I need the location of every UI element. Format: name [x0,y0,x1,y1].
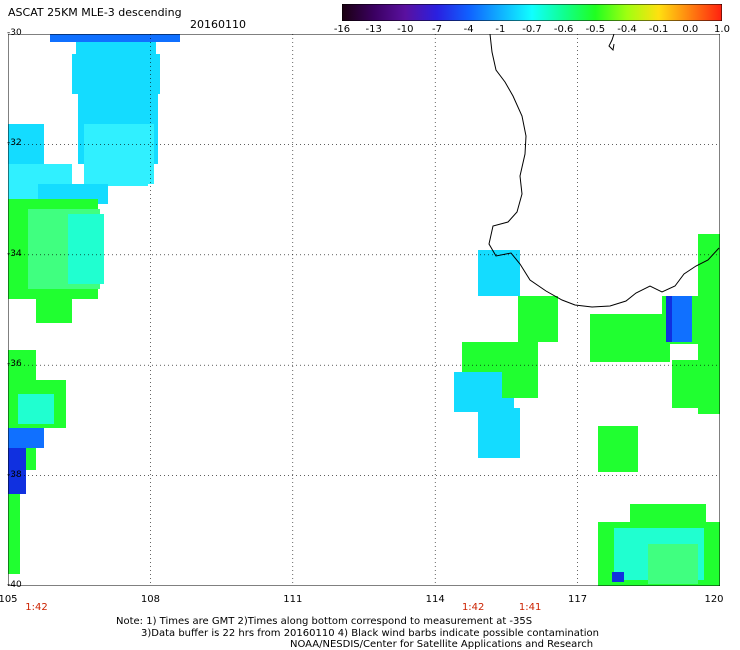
longitude-label: 105 [0,594,18,605]
wind-swath-cell [672,296,692,342]
colorbar-tick-label: -13 [365,24,382,35]
wind-swath-cell [36,299,72,323]
lat-lon-grid [8,34,720,586]
colorbar-tick-label: -0.1 [648,24,669,35]
colorbar [342,4,722,21]
wind-swath-cell [672,360,720,408]
wind-swath-cell [612,572,624,582]
wind-swath-cell [648,544,698,584]
wind-swath-cell [478,250,520,296]
wind-swath-cell [98,164,148,186]
note-line-2: 3)Data buffer is 22 hrs from 20160110 4)… [141,628,599,639]
wind-swath-cell [8,494,20,574]
colorbar-tick-label: -0.4 [617,24,637,35]
wind-swath-cell [478,408,520,458]
wind-swath-cell [8,428,44,448]
colorbar-tick-label: -0.6 [553,24,574,35]
map-panel [8,34,720,586]
colorbar-gradient [342,4,722,21]
longitude-label: 117 [568,594,588,605]
latitude-label: -32 [7,138,22,149]
longitude-label: 114 [425,594,445,605]
overpass-time-label: 1:42 [461,602,485,613]
wind-swath-cell [8,124,44,164]
wind-swath-cell [18,394,54,424]
latitude-label: -36 [7,359,22,370]
overpass-time-label: 1:41 [518,602,542,613]
latitude-label: -38 [7,469,22,480]
wind-swath-cell [666,296,676,342]
note-line-1: Note: 1) Times are GMT 2)Times along bot… [116,616,533,627]
wind-swath-cell [590,314,670,362]
wind-swath-cell [502,350,536,398]
longitude-label: 120 [704,594,724,605]
colorbar-tick-label: -7 [432,24,442,35]
colorbar-tick-label: 0.0 [682,24,699,35]
latitude-label: -34 [7,248,22,259]
overpass-time-label: 1:42 [25,602,48,613]
colorbar-tick-label: -0.7 [522,24,542,35]
wind-swath-cell [68,214,104,284]
note-line-3: NOAA/NESDIS/Center for Satellite Applica… [290,639,594,650]
coastline [488,34,720,308]
colorbar-tick-label: -16 [333,24,351,35]
colorbar-tick-label: -0.5 [585,24,606,35]
map-date: 20160110 [190,18,246,31]
wind-swaths [8,34,720,586]
colorbar-tick-label: 1.0 [714,24,730,35]
coastline-detail [608,34,615,52]
colorbar-labels: -16 -13 -10 -7 -4 -1 -0.7 -0.6 -0.5 -0.4 -0.1 0.0 1.… [334,24,730,38]
wind-swath-cell [598,426,638,472]
wind-swath-cell [518,296,558,342]
latitude-label: -40 [7,580,22,590]
wind-swath-cell [50,34,180,42]
latitude-label: -30 [7,28,22,38]
longitude-label: 111 [283,594,303,605]
colorbar-tick-label: -10 [397,24,414,35]
colorbar-tick-label: -4 [463,24,474,35]
longitude-label: 108 [140,594,160,605]
colorbar-tick-label: -1 [495,24,506,35]
wind-swath-cell [8,448,26,494]
map-title: ASCAT 25KM MLE-3 descending [8,6,182,19]
